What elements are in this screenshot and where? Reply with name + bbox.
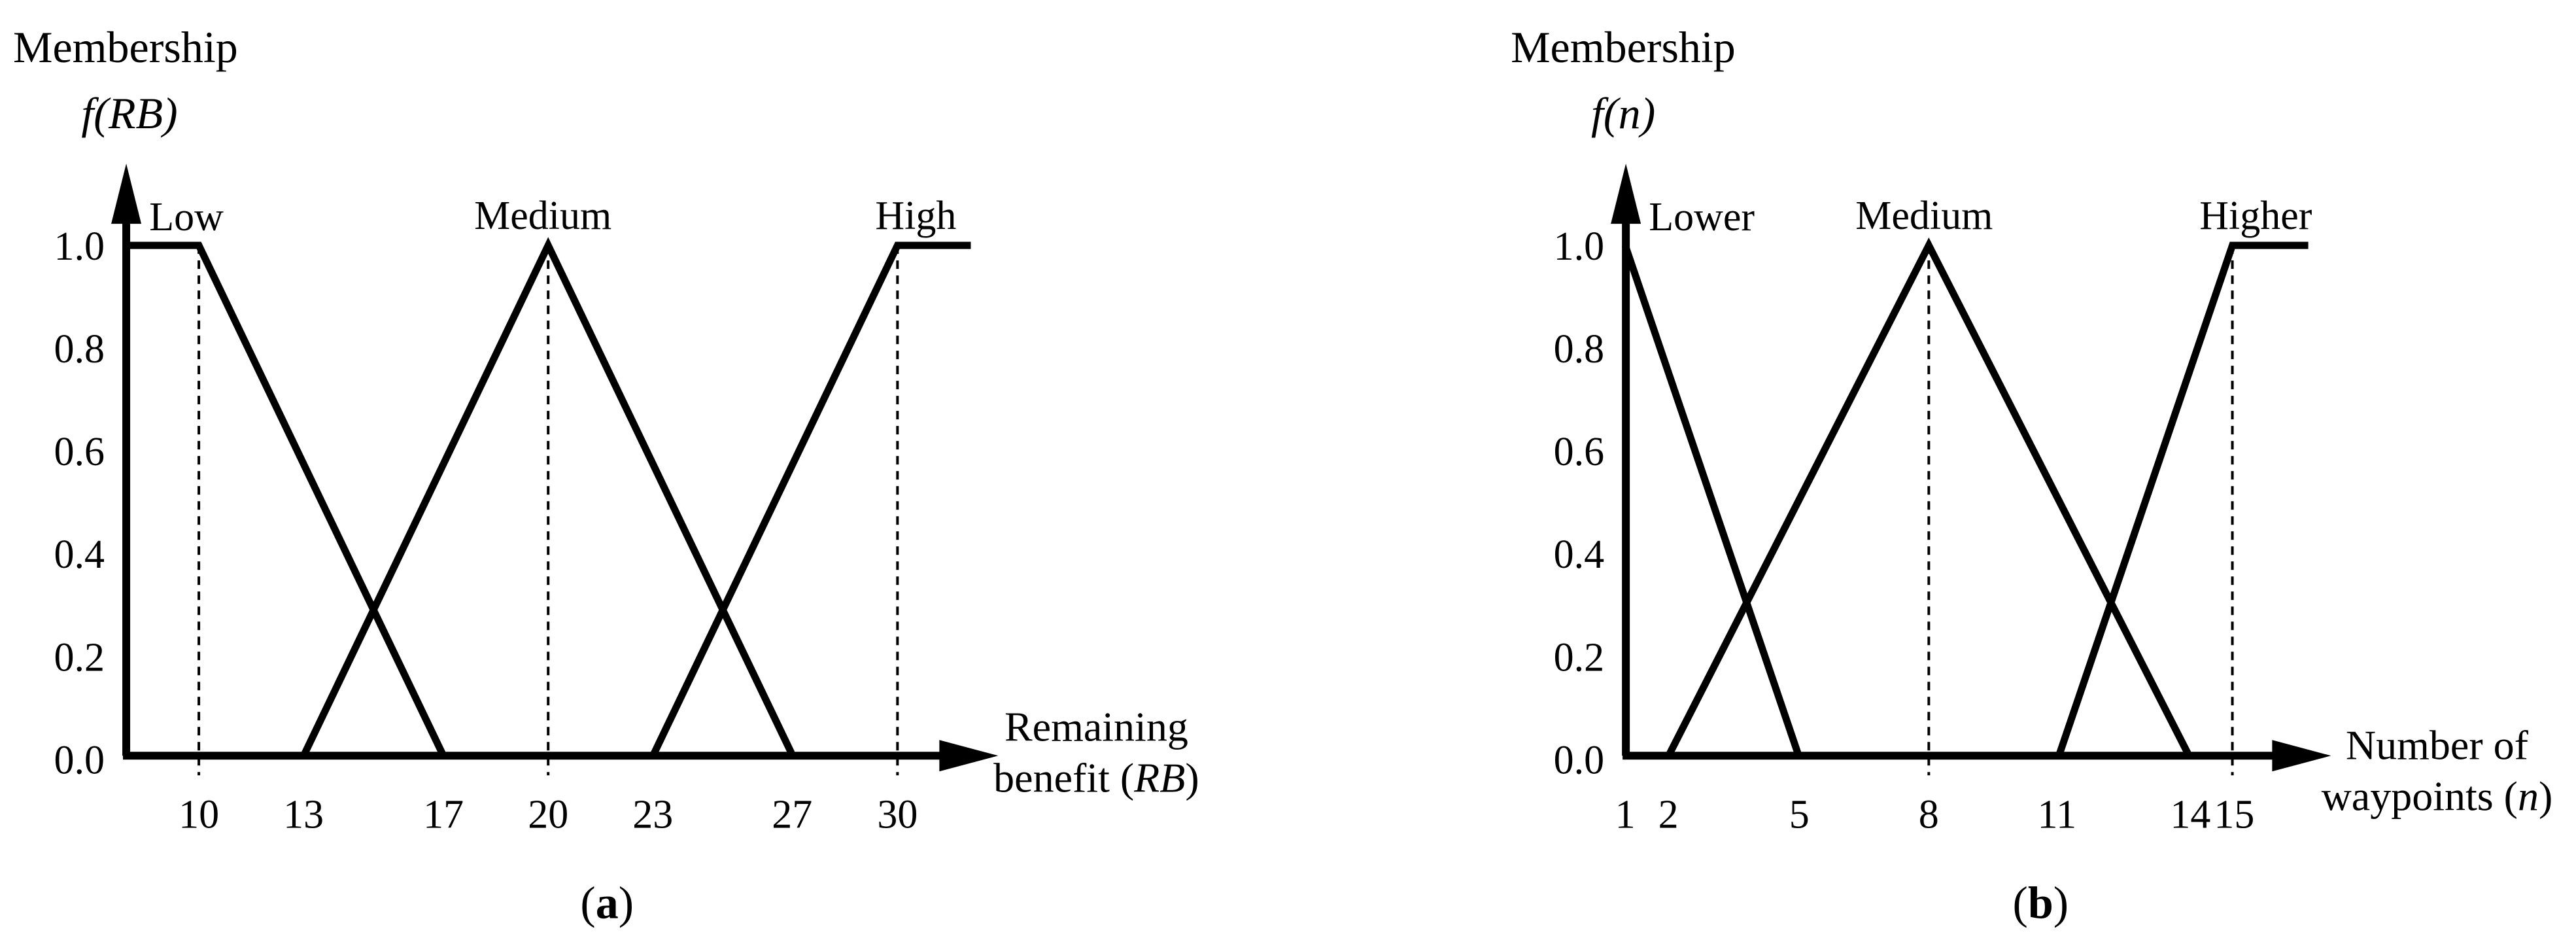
subfigure-caption-a: (a) [580, 878, 634, 928]
curve-label-high: High [875, 194, 956, 238]
x-tick-label: 17 [423, 792, 464, 837]
y-tick-label: 1.0 [1553, 224, 1604, 269]
y-axis-function-label: f(n) [1591, 88, 1655, 138]
y-tick-label: 0.6 [1553, 430, 1604, 474]
curve-medium [300, 237, 797, 757]
membership-chart-remaining-benefit: Membership f(RB) 1.0 0.8 0.6 0.4 0.2 0.0… [13, 22, 1199, 928]
y-axis-arrowhead-icon [111, 164, 142, 224]
curve-high [649, 241, 971, 757]
x-tick-label: 15 [2214, 792, 2254, 837]
x-tick-label: 11 [2037, 792, 2076, 837]
x-tick-label: 2 [1658, 792, 1678, 837]
y-tick-label: 0.2 [54, 635, 105, 680]
curve-medium [1665, 237, 2192, 757]
x-axis-title-line2: waypoints (n) [2321, 773, 2552, 819]
x-tick-label: 27 [772, 792, 812, 837]
y-tick-label: 0.0 [1553, 738, 1604, 782]
y-tick-label: 0.6 [54, 430, 105, 474]
x-tick-label: 23 [632, 792, 673, 837]
x-tick-label: 30 [877, 792, 918, 837]
y-tick-label: 0.4 [54, 532, 105, 577]
y-axis-arrowhead-icon [1610, 164, 1641, 224]
panel-b: Membership f(n) 1.0 0.8 0.6 0.4 0.2 0.0 … [1288, 0, 2576, 940]
curve-label-higher: Higher [2199, 194, 2312, 238]
membership-curves [126, 237, 971, 757]
x-tick-label: 1 [1615, 792, 1635, 837]
curve-label-low: Low [149, 195, 224, 239]
membership-curves [1621, 237, 2309, 757]
y-axis-title: Membership [1511, 22, 1736, 72]
y-axis-title: Membership [13, 22, 238, 72]
y-tick-label: 0.2 [1553, 635, 1604, 680]
panel-a: Membership f(RB) 1.0 0.8 0.6 0.4 0.2 0.0… [13, 22, 1199, 928]
x-axis-title-line2: benefit (RB) [993, 754, 1199, 801]
dashed-guides [197, 245, 899, 776]
x-axis-arrowhead-icon [2271, 740, 2331, 772]
x-axis-title-line1: Remaining [1005, 703, 1188, 750]
x-tick-label: 13 [283, 792, 324, 837]
x-tick-label: 8 [1918, 792, 1938, 837]
y-axis-function-label: f(RB) [81, 88, 177, 138]
x-tick-label: 5 [1789, 792, 1809, 837]
curve-label-lower: Lower [1649, 195, 1755, 239]
curve-low [126, 241, 447, 757]
membership-chart-number-of-waypoints: Membership f(n) 1.0 0.8 0.6 0.4 0.2 0.0 … [1511, 22, 2552, 928]
x-tick-label: 20 [528, 792, 568, 837]
y-tick-label: 0.8 [1553, 327, 1604, 372]
y-tick-label: 1.0 [54, 224, 105, 269]
curve-higher [2055, 241, 2309, 757]
x-tick-label: 14 [2170, 792, 2210, 837]
x-tick-label: 10 [179, 792, 219, 837]
x-axis-title-line1: Number of [2345, 722, 2528, 768]
dashed-guides [1927, 245, 2234, 776]
curve-label-medium: Medium [1855, 194, 1993, 238]
x-axis-arrowhead-icon [939, 740, 999, 772]
subfigure-caption-b: (b) [2012, 878, 2069, 928]
y-tick-label: 0.0 [54, 738, 105, 782]
curve-label-medium: Medium [474, 194, 611, 238]
y-tick-label: 0.4 [1553, 532, 1604, 577]
y-tick-label: 0.8 [54, 327, 105, 372]
curve-lower [1621, 244, 1802, 757]
